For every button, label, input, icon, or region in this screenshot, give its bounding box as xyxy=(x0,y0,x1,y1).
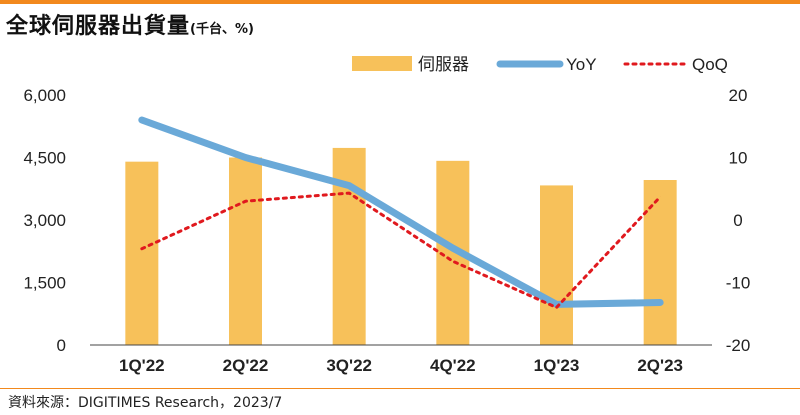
chart-title-block: 全球伺服器出貨量(千台、%) xyxy=(6,8,254,40)
y-right-tick-label: -10 xyxy=(726,274,751,293)
y-right-tick-label: 10 xyxy=(729,149,748,168)
y-right-tick-label: 0 xyxy=(733,211,742,230)
x-tick-label: 2Q'23 xyxy=(637,356,683,375)
y-right-tick-label: -20 xyxy=(726,336,751,355)
chart-title: 全球伺服器出貨量 xyxy=(6,14,191,39)
y-left-tick-label: 1,500 xyxy=(23,274,66,293)
bar-5 xyxy=(540,185,573,345)
legend-label-bar: 伺服器 xyxy=(418,55,469,74)
x-tick-label: 1Q'22 xyxy=(119,356,165,375)
x-tick-label: 1Q'23 xyxy=(534,356,580,375)
source-note: 資料來源：DIGITIMES Research，2023/7 xyxy=(8,395,283,411)
y-left-tick-label: 3,000 xyxy=(23,211,66,230)
chart-area: 0 1,500 3,000 4,500 6,000 -20 -10 0 10 20 1Q'22 2Q'… xyxy=(0,40,800,385)
legend-label-qoq: QoQ xyxy=(692,55,728,74)
x-tick-label: 2Q'22 xyxy=(223,356,269,375)
server-shipment-chart: 0 1,500 3,000 4,500 6,000 -20 -10 0 10 20 1Q'22 2Q'… xyxy=(23,55,751,375)
y-left-tick-label: 4,500 xyxy=(23,149,66,168)
legend-swatch-bar xyxy=(352,56,412,71)
y-left-tick-label: 6,000 xyxy=(23,86,66,105)
bar-2 xyxy=(229,157,262,345)
qoq-series-line xyxy=(140,191,662,309)
bar-6 xyxy=(643,180,677,345)
x-tick-label: 3Q'22 xyxy=(326,356,372,375)
yoy-series-line xyxy=(138,116,664,308)
top-accent-rule xyxy=(0,0,800,4)
y-left-tick-label: 0 xyxy=(57,336,66,355)
bar-3 xyxy=(332,147,366,345)
chart-title-unit: (千台、%) xyxy=(190,22,254,37)
bottom-accent-rule xyxy=(0,388,800,389)
x-tick-label: 4Q'22 xyxy=(430,356,476,375)
y-right-tick-label: 20 xyxy=(729,86,748,105)
legend-label-yoy: YoY xyxy=(566,55,597,74)
bar-1 xyxy=(125,161,159,345)
